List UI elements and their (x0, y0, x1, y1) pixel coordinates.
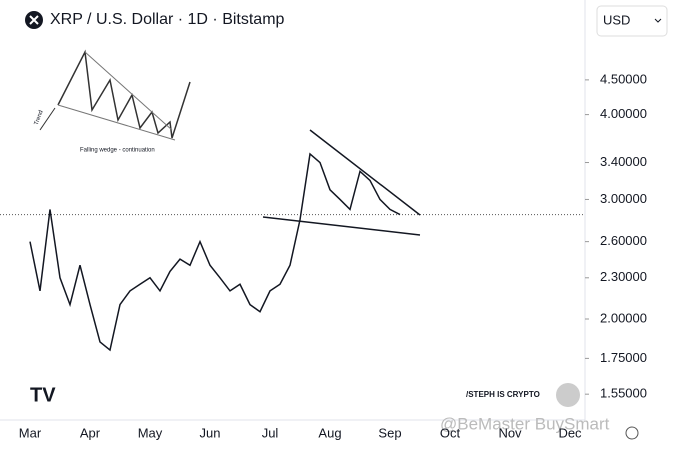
inset-caption: Falling wedge - continuation (80, 148, 155, 154)
author: /STEPH IS CRYPTO (466, 390, 540, 399)
symbol-icon-x (29, 15, 39, 25)
x-tick-label: Dec (558, 425, 582, 440)
y-tick-label: 1.55000 (600, 386, 647, 401)
x-tick-label: Jun (200, 425, 221, 440)
price-line (29, 152, 401, 352)
x-tick-label: Apr (80, 425, 101, 440)
author-avatar (556, 383, 580, 407)
y-tick-label: 2.60000 (600, 233, 647, 248)
y-tick-label: 4.00000 (600, 106, 647, 121)
currency-dropdown[interactable] (596, 5, 668, 37)
x-tick-label: Oct (440, 425, 461, 440)
x-tick-label: Mar (19, 425, 42, 440)
chart-title: XRP / U.S. Dollar · 1D · Bitstamp (50, 11, 285, 28)
inset-wedge: Falling wedge - continuation Trend (34, 49, 191, 154)
x-tick-label: Aug (318, 425, 341, 440)
x-tick-label: Nov (498, 425, 522, 440)
x-tick-label: Sep (378, 425, 401, 440)
y-tick-label: 3.40000 (600, 154, 647, 169)
logo: TV (30, 384, 56, 406)
inset-label: Trend (34, 110, 45, 127)
y-tick-label: 4.50000 (600, 71, 647, 86)
settings-icon[interactable] (625, 426, 639, 440)
wedge-lines (262, 129, 421, 236)
y-tick-label: 2.30000 (600, 269, 647, 284)
x-tick-label: May (138, 425, 163, 440)
dropdown-arrow (654, 18, 662, 23)
currency-label: USD (603, 12, 630, 27)
y-tick-label: 2.00000 (600, 310, 647, 325)
x-tick-label: Jul (262, 425, 279, 440)
y-tick-label: 3.00000 (600, 191, 647, 206)
watermark: @BeMaster BuySmart (440, 414, 610, 433)
y-tick-label: 1.75000 (600, 350, 647, 365)
